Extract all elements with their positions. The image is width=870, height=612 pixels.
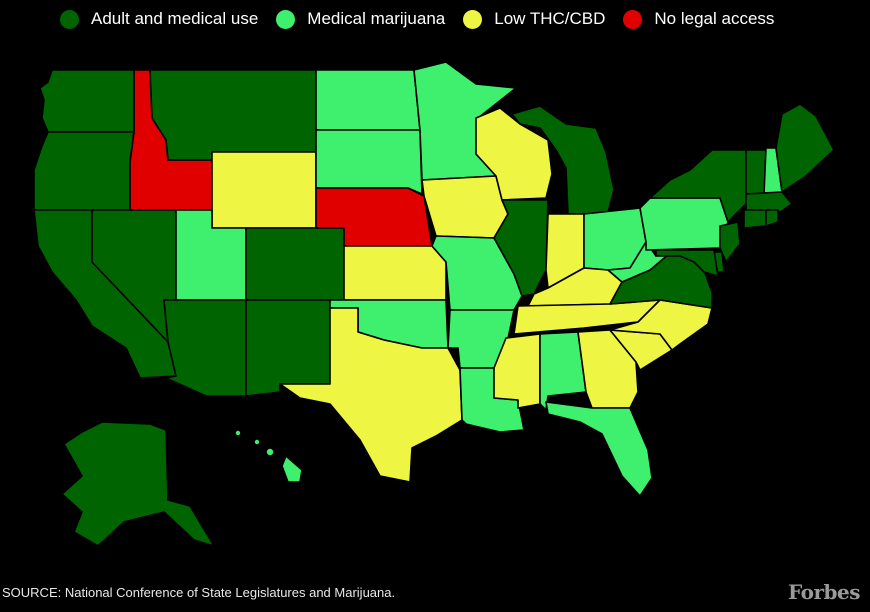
state-hi-island-2[interactable] (253, 438, 261, 446)
legend-item-medical: Medical marijuana (276, 9, 445, 29)
state-co[interactable] (245, 227, 345, 301)
state-ct[interactable] (743, 209, 767, 229)
state-or[interactable] (33, 131, 135, 211)
legend-swatch-adult (60, 9, 79, 29)
state-hi[interactable] (281, 455, 303, 483)
state-mt[interactable] (149, 69, 317, 161)
state-me[interactable] (775, 103, 835, 193)
state-nm[interactable] (245, 299, 331, 397)
state-tx[interactable] (279, 307, 463, 483)
legend-item-low-thc: Low THC/CBD (463, 9, 605, 29)
legend-swatch-no-access (623, 9, 643, 29)
legend-label-low-thc: Low THC/CBD (494, 9, 606, 28)
state-sd[interactable] (315, 129, 423, 195)
source-note: SOURCE: National Conference of State Leg… (2, 585, 396, 600)
legend-item-adult: Adult and medical use (60, 9, 258, 29)
state-hi-island-1[interactable] (265, 447, 275, 457)
forbes-logo: Forbes (788, 580, 860, 604)
legend-label-medical: Medical marijuana (307, 9, 446, 28)
state-ia[interactable] (421, 175, 509, 239)
state-az[interactable] (163, 299, 247, 397)
legend-label-no-access: No legal access (654, 9, 775, 28)
state-nj[interactable] (719, 221, 741, 263)
state-wa[interactable] (39, 69, 135, 133)
map-legend: Adult and medical use Medical marijuana … (60, 6, 774, 32)
state-hi-island-3[interactable] (234, 429, 242, 437)
legend-swatch-low-thc (463, 9, 483, 29)
state-vt[interactable] (745, 149, 767, 195)
state-ks[interactable] (343, 245, 447, 301)
state-ri[interactable] (765, 209, 779, 227)
legend-swatch-medical (276, 9, 296, 29)
state-nd[interactable] (315, 69, 421, 131)
state-wy[interactable] (211, 151, 317, 229)
state-pa[interactable] (639, 197, 729, 251)
legend-item-no-access: No legal access (623, 9, 774, 29)
state-ma[interactable] (745, 191, 793, 213)
state-fl[interactable] (545, 401, 653, 497)
state-md[interactable] (655, 249, 719, 277)
legend-label-adult: Adult and medical use (91, 9, 259, 28)
state-ak[interactable] (61, 421, 215, 547)
state-wi[interactable] (475, 107, 553, 201)
